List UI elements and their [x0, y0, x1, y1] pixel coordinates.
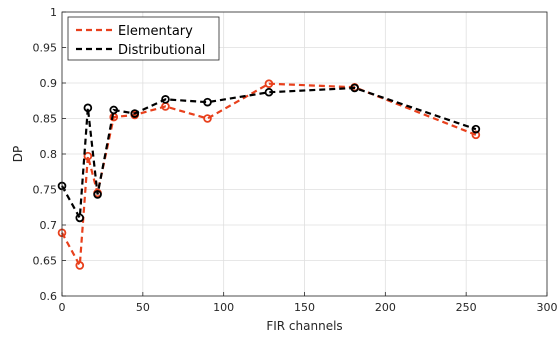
data-point-elementary [75, 261, 85, 270]
y-tick-label: 0.95 [33, 42, 58, 55]
legend-box [67, 16, 220, 61]
series-line-elementary [61, 82, 477, 270]
data-point-elementary [83, 151, 93, 161]
y-tick-label: 0.7 [40, 219, 58, 232]
data-point-distributional [75, 213, 85, 223]
data-point-distributional [109, 105, 119, 115]
legend: Elementary Distributional [67, 16, 220, 61]
data-point-distributional [83, 103, 93, 113]
series-layer [57, 79, 481, 270]
y-tick-label: 0.65 [33, 255, 58, 268]
data-point-distributional [350, 83, 359, 93]
legend-label-elementary: Elementary [118, 24, 193, 39]
data-point-distributional [203, 97, 212, 107]
data-point-distributional [471, 124, 481, 134]
data-point-distributional [130, 109, 140, 118]
legend-label-distributional: Distributional [118, 43, 205, 58]
y-tick-label: 1 [50, 6, 57, 19]
y-tick-label: 0.9 [40, 77, 58, 90]
x-axis-label: FIR channels [266, 319, 342, 333]
y-tick-label: 0.75 [33, 184, 58, 197]
y-tick-label: 0.85 [33, 113, 58, 126]
data-point-distributional [93, 190, 102, 199]
series-line-distributional [61, 86, 477, 222]
y-axis-label: DP [11, 146, 25, 162]
data-point-distributional [161, 95, 170, 104]
x-tick-label: 50 [136, 301, 150, 314]
data-point-elementary [264, 79, 274, 89]
data-point-distributional [264, 87, 274, 97]
y-tick-label: 0.6 [40, 290, 58, 303]
x-tick-label: 150 [294, 301, 315, 314]
x-tick-label: 250 [456, 301, 477, 314]
data-point-elementary [203, 114, 212, 123]
x-tick-label: 100 [213, 301, 234, 314]
x-tick-label: 300 [537, 301, 558, 314]
x-tick-label: 200 [375, 301, 396, 314]
data-point-elementary [471, 130, 481, 140]
y-tick-label: 0.8 [40, 148, 58, 161]
axis-ticks: 0 50 100 150 200 250 300 0.6 0.65 0.7 0.75 0.8 0.85 0… [33, 6, 558, 314]
x-tick-label: 0 [59, 301, 66, 314]
